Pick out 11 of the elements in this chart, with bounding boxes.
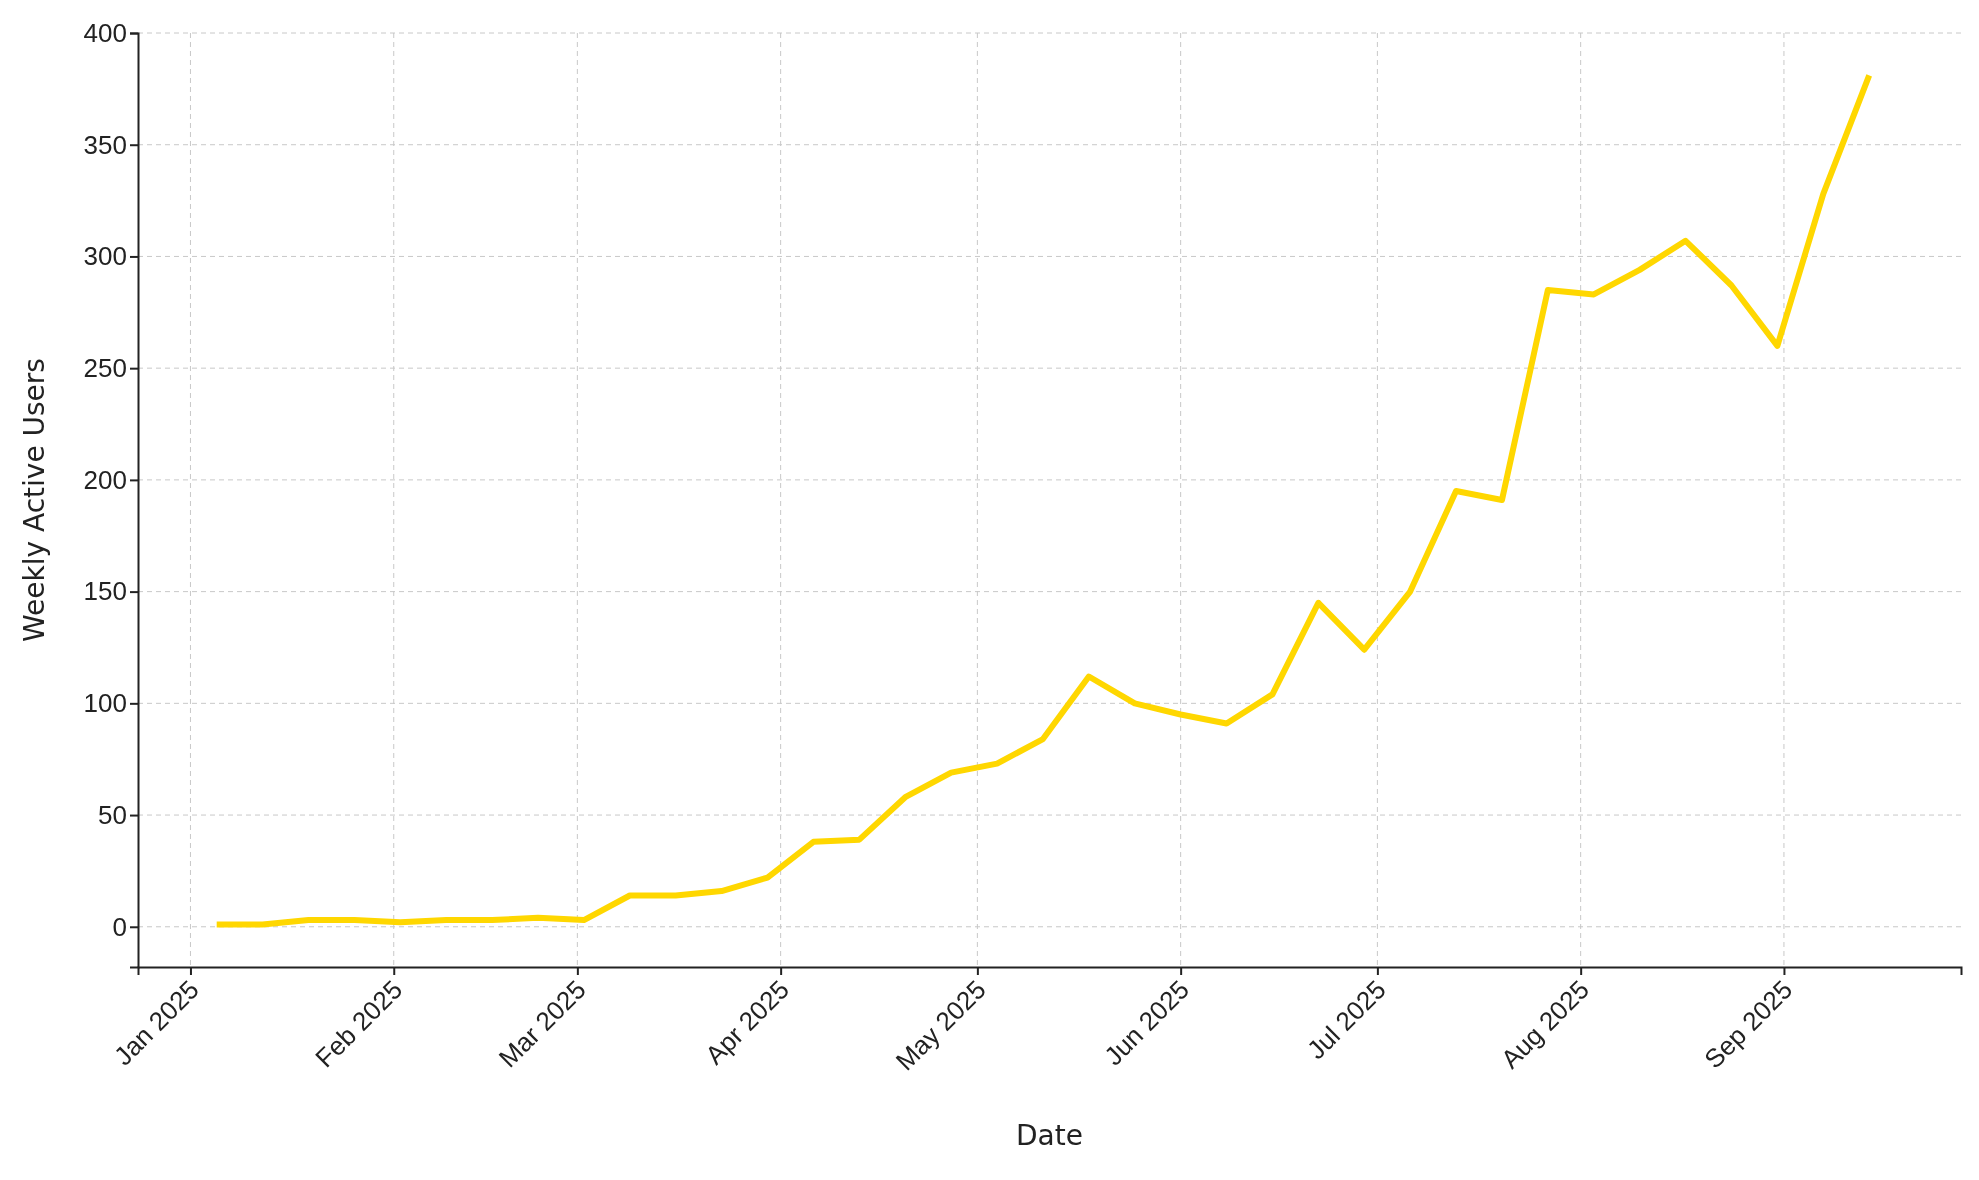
y-tick-label: 400 [83, 17, 127, 48]
y-axis-title: Weekly Active Users [18, 358, 51, 642]
y-tick-label: 50 [98, 799, 127, 830]
y-tick-label: 350 [83, 129, 127, 160]
y-tick-label: 150 [83, 576, 127, 607]
x-axis-title: Date [1016, 1119, 1083, 1152]
y-tick-label: 100 [83, 688, 127, 719]
y-tick-label: 300 [83, 241, 127, 272]
y-tick-label: 0 [112, 911, 127, 942]
y-tick-label: 200 [83, 464, 127, 495]
y-tick-label: 250 [83, 352, 127, 383]
